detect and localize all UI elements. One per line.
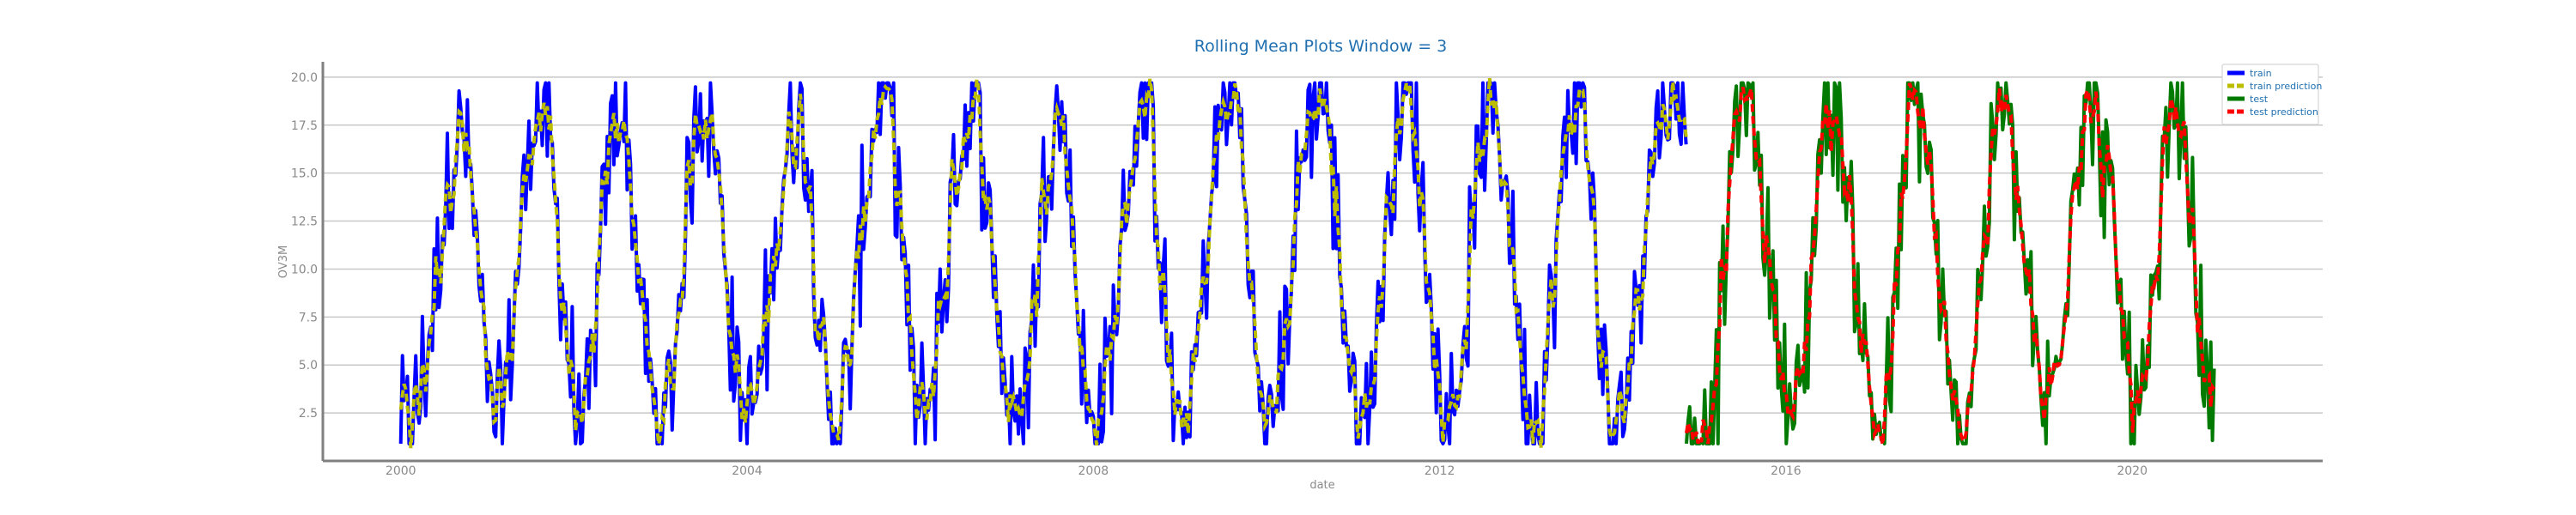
axes bbox=[321, 62, 2323, 463]
legend-box bbox=[2221, 64, 2319, 125]
x-tick-label: 2008 bbox=[1078, 464, 1109, 478]
series-train-prediction-line bbox=[398, 77, 1688, 449]
series-layer bbox=[398, 77, 2216, 449]
y-tick-label: 17.5 bbox=[291, 119, 318, 133]
y-axis-label: OV3M bbox=[277, 245, 290, 278]
x-tick-label: 2000 bbox=[386, 464, 416, 478]
chart-title: Rolling Mean Plots Window = 3 bbox=[1194, 37, 1448, 56]
legend-label: test prediction bbox=[2250, 106, 2318, 118]
legend-label: train bbox=[2250, 68, 2272, 79]
y-tick-label: 12.5 bbox=[291, 215, 318, 229]
series-train-line bbox=[398, 81, 1688, 445]
y-tick-label: 15.0 bbox=[291, 167, 318, 181]
y-tick-label: 2.5 bbox=[299, 407, 318, 421]
x-tick-label: 2016 bbox=[1771, 464, 1801, 478]
x-tick-label: 2004 bbox=[732, 464, 762, 478]
x-tick-label: 2012 bbox=[1425, 464, 1455, 478]
y-tick-label: 5.0 bbox=[299, 359, 318, 373]
legend-label: test bbox=[2250, 94, 2269, 105]
y-tick-label: 20.0 bbox=[291, 71, 318, 85]
y-tick-labels: 2.5 5.0 7.5 10.0 12.5 15.0 17.5 20.0 bbox=[291, 71, 318, 421]
x-tick-label: 2020 bbox=[2117, 464, 2148, 478]
y-tick-label: 7.5 bbox=[299, 311, 318, 324]
x-axis-label: date bbox=[1309, 479, 1334, 492]
grid-lines bbox=[323, 76, 2323, 414]
x-tick-labels: 2000 2004 2008 2012 2016 2020 bbox=[386, 464, 2148, 478]
series-test-line bbox=[1685, 81, 2216, 445]
legend-label: train prediction bbox=[2250, 81, 2322, 92]
y-tick-label: 10.0 bbox=[291, 263, 318, 276]
